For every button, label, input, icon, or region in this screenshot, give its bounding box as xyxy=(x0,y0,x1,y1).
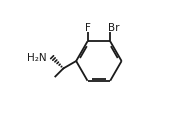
Text: Br: Br xyxy=(108,23,119,33)
Text: F: F xyxy=(85,23,90,33)
Text: H₂N: H₂N xyxy=(27,52,47,62)
